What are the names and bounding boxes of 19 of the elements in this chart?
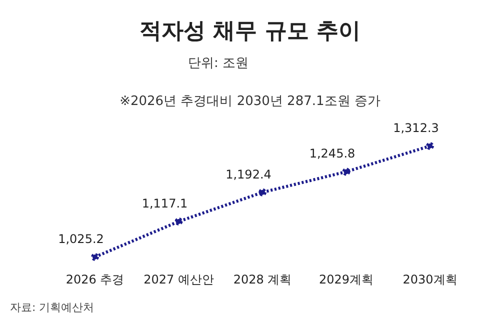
data-label: 1,245.8 <box>309 146 356 161</box>
point <box>426 142 434 150</box>
x-tick-label: 2029계획 <box>318 272 374 287</box>
data-label: 1,192.4 <box>226 167 272 182</box>
point <box>91 253 99 261</box>
x-tick-label: 2030계획 <box>402 272 458 287</box>
chart-title: 적자성 채무 규모 추이 <box>138 18 362 46</box>
data-label: 1,025.2 <box>58 232 104 246</box>
x-tick-label: 2027 예산안 <box>144 272 214 287</box>
point <box>174 217 183 226</box>
data-label: 1,117.1 <box>142 196 188 210</box>
text: ※2026년 추경대비 2030년 287.1조원 증가 <box>118 93 382 110</box>
text: 자료: 기획예산처 <box>10 300 94 315</box>
data-label: 1,312.3 <box>393 121 439 135</box>
x-tick-label: 2026 추경 <box>66 272 124 287</box>
point <box>258 188 266 196</box>
x-tick-label: 2028 계획 <box>233 272 292 287</box>
point <box>342 168 350 176</box>
chart-subtitle: 단위: 조원 <box>188 55 249 72</box>
